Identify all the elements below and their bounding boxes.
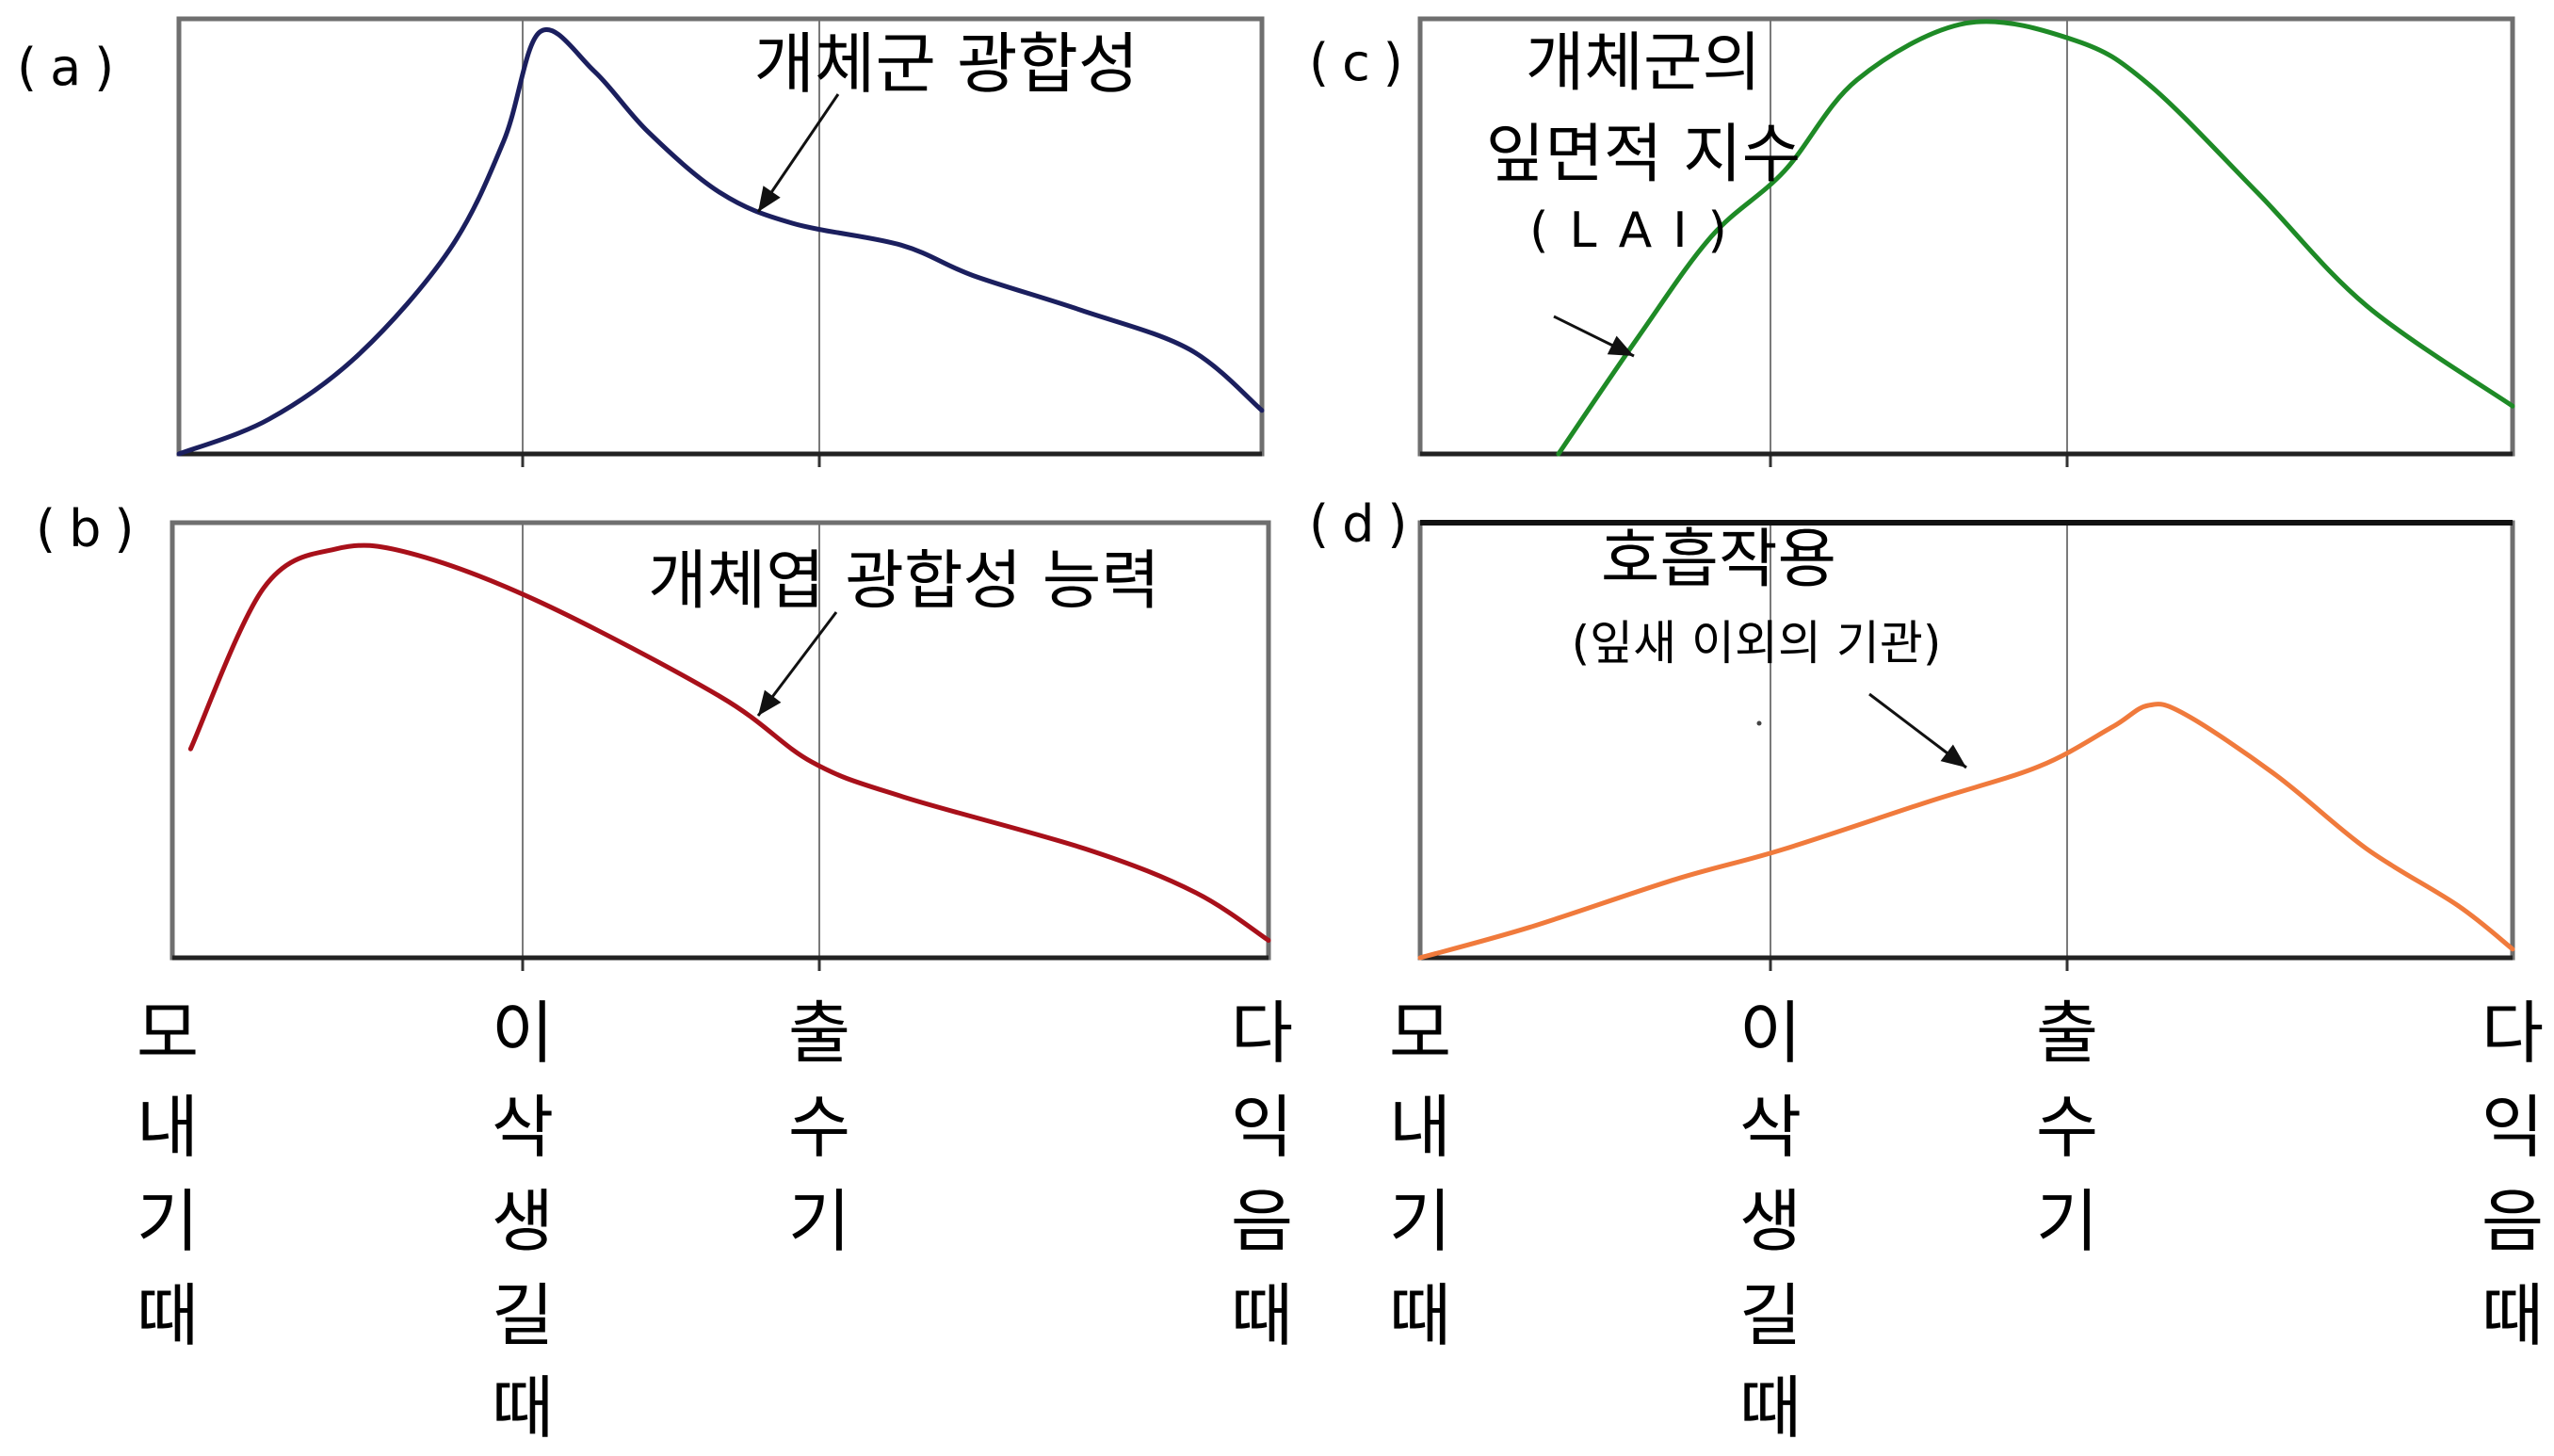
chart-panel-a: (a) 개체군 광합성 [17, 16, 1265, 467]
x-tick-char: 내 [137, 1088, 199, 1167]
x-tick-char: 다 [2481, 994, 2544, 1073]
x-tick-char: 음 [2481, 1182, 2544, 1261]
x-tick-char: 때 [1389, 1276, 1451, 1355]
x-tick-char: 수 [788, 1088, 850, 1167]
x-tick-char: 때 [492, 1368, 554, 1448]
series-line-b [187, 542, 1271, 943]
x-tick-char: 내 [1389, 1088, 1451, 1167]
x-tick-char: 모 [137, 994, 199, 1073]
x-tick-char: 모 [1389, 994, 1451, 1073]
annotation-text: (LAI) [1529, 202, 1748, 259]
x-tick-char: 때 [1231, 1276, 1293, 1355]
series-line-c [1556, 19, 2515, 457]
x-tick-char: 익 [1231, 1088, 1293, 1167]
x-tick-char: 익 [2481, 1088, 2544, 1167]
x-tick-char: 출 [788, 994, 850, 1073]
annotation-text: 호흡작용 [1601, 523, 1836, 597]
x-tick-label-2: 출수기 [2036, 994, 2098, 1261]
x-tick-char: 때 [1739, 1368, 1802, 1448]
x-tick-char: 출 [2036, 994, 2098, 1073]
x-tick-char: 때 [2481, 1276, 2544, 1355]
chart-panel-b: (b) 개체엽 광합성 능력 [36, 499, 1271, 971]
annotation-text: 잎면적 지수 [1486, 118, 1801, 192]
arrow-head [1607, 335, 1634, 356]
x-tick-char: 음 [1231, 1182, 1293, 1261]
x-tick-char: 이 [492, 994, 554, 1073]
x-tick-char: 삭 [1739, 1088, 1802, 1167]
x-tick-char: 수 [2036, 1088, 2098, 1167]
series-line-a [176, 27, 1265, 457]
panel-label: (d) [1309, 494, 1420, 554]
panel-label: (b) [36, 499, 147, 558]
x-tick-char: 기 [788, 1182, 850, 1261]
annotation-text: (잎새 이외의 기관) [1572, 616, 1942, 671]
x-tick-char: 기 [137, 1182, 199, 1261]
arrow-head [758, 689, 782, 716]
x-tick-char: 길 [492, 1276, 554, 1355]
x-tick-label-2: 출수기 [788, 994, 850, 1261]
panel-label: (c) [1309, 33, 1416, 92]
panel-label: (a) [17, 38, 127, 97]
x-tick-char: 기 [2036, 1182, 2098, 1261]
annotation-text: 개체군 광합성 [754, 25, 1140, 103]
x-tick-char: 때 [137, 1276, 199, 1355]
x-tick-char: 생 [1739, 1182, 1802, 1261]
chart-panel-d: (d) 호흡작용 (잎새 이외의 기관) [1309, 494, 2515, 971]
plot-frame [1417, 520, 2515, 961]
x-tick-char: 이 [1739, 994, 1802, 1073]
annotation-text: 개체엽 광합성 능력 [648, 544, 1160, 619]
x-tick-char: 생 [492, 1182, 554, 1261]
stray-dot [1756, 720, 1762, 726]
arrow-head [1940, 744, 1966, 768]
series-line-d [1417, 702, 2515, 961]
arrow-head [758, 186, 781, 212]
x-tick-char: 삭 [492, 1088, 554, 1167]
x-tick-char: 기 [1389, 1182, 1451, 1261]
annotation-text: 개체군의 [1526, 26, 1761, 101]
x-tick-char: 길 [1739, 1276, 1802, 1355]
x-tick-char: 다 [1231, 994, 1293, 1073]
